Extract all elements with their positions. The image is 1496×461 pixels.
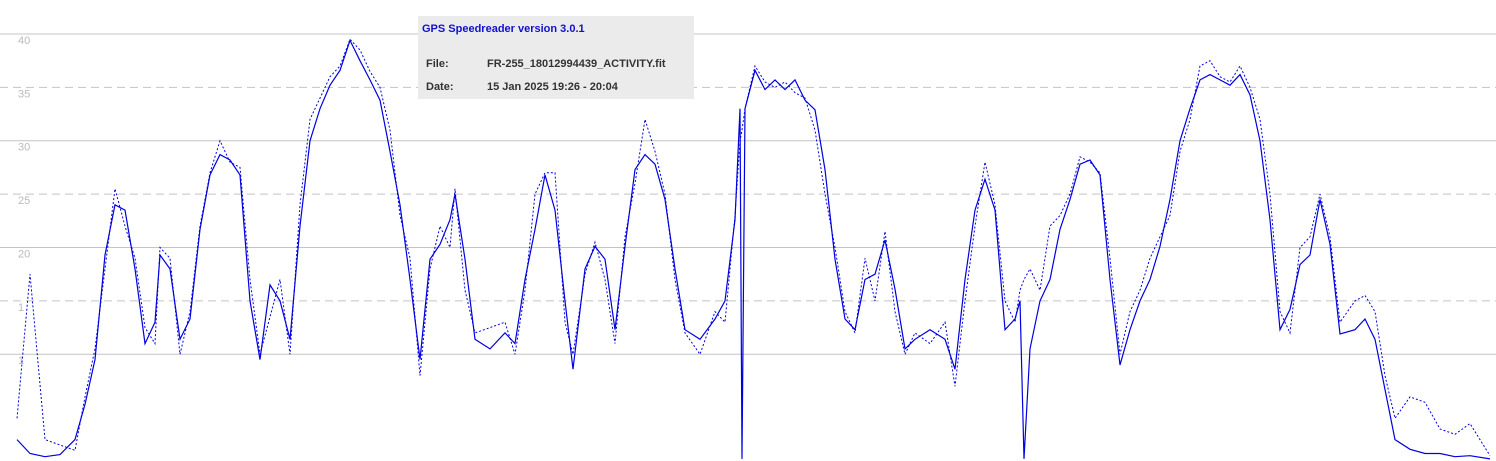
y-tick-label: 35: [18, 88, 30, 100]
y-tick-label: 1: [18, 355, 24, 367]
plot: [16, 38, 1491, 460]
info-box: GPS Speedreader version 3.0.1 File: FR-2…: [418, 16, 694, 99]
y-tick-label: 1: [18, 302, 24, 314]
file-label: File:: [426, 58, 449, 70]
series-line: [16, 38, 1491, 460]
info-title: GPS Speedreader version 3.0.1: [422, 23, 585, 35]
y-tick-label: 40: [18, 35, 30, 47]
date-value: 15 Jan 2025 19:26 - 20:04: [487, 81, 619, 93]
y-tick-label: 25: [18, 195, 30, 207]
date-label: Date:: [426, 81, 454, 93]
series-line: [16, 38, 1491, 456]
file-value: FR-255_18012994439_ACTIVITY.fit: [487, 58, 666, 70]
grid: 1 1 20 25 30 35 40: [0, 33, 1496, 367]
y-tick-label: 20: [18, 248, 30, 260]
info-background: [418, 16, 694, 99]
y-tick-label: 30: [18, 142, 30, 154]
